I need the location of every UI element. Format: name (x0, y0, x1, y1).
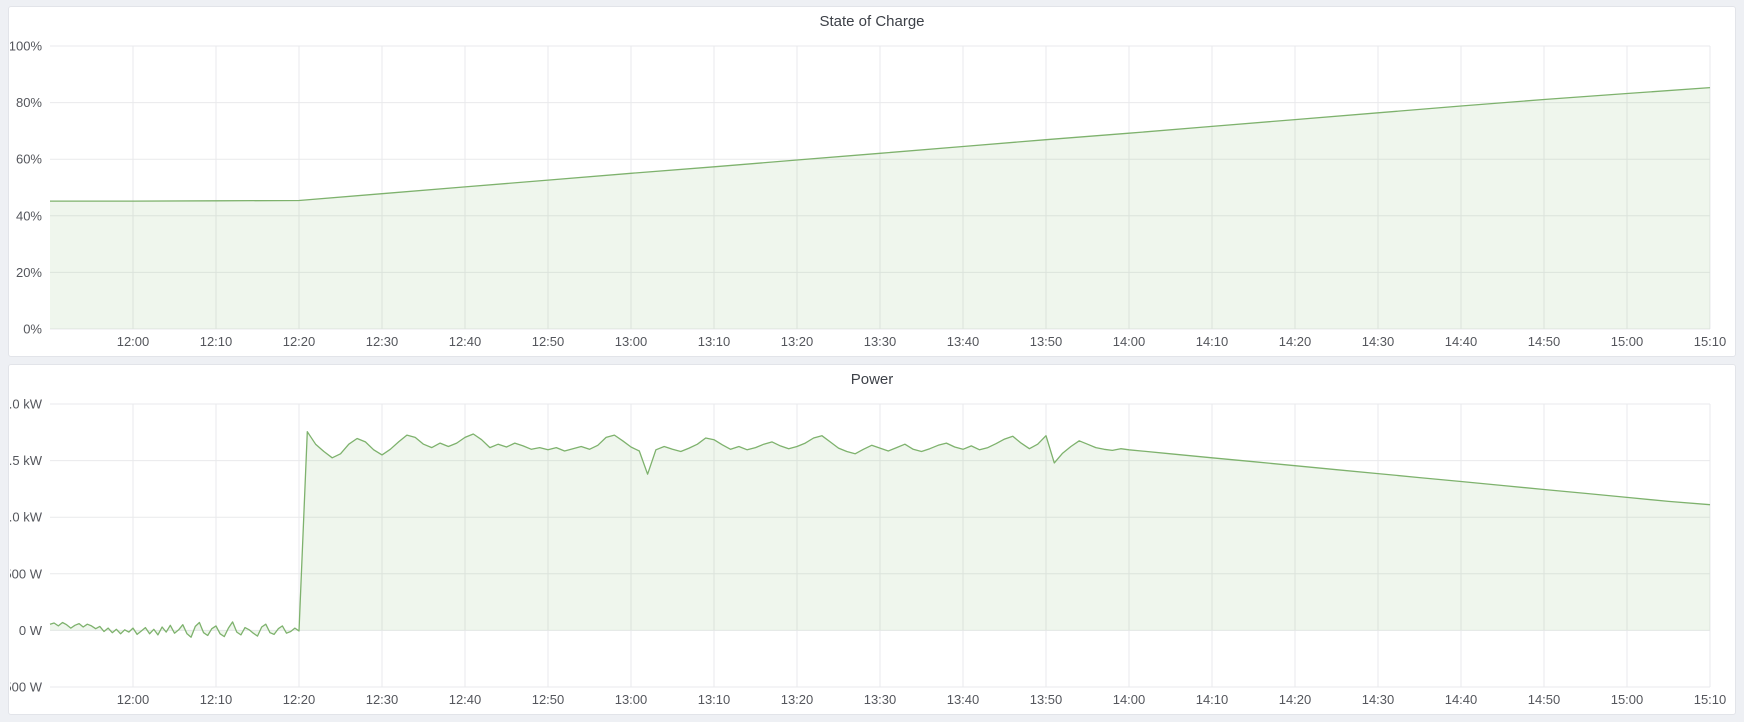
x-tick-label: 13:00 (615, 692, 648, 707)
panel-power: Power 12:00 12:10 12:20 12:30 12:40 12:50 13:0… (8, 364, 1736, 715)
x-tick-label: 15:10 (1694, 334, 1727, 349)
y-tick-label: 500 W (10, 566, 43, 581)
x-tick-label: 13:50 (1030, 334, 1063, 349)
series-line (49, 431, 1711, 638)
x-tick-label: 14:50 (1528, 334, 1561, 349)
x-tick-label: 12:40 (449, 692, 482, 707)
x-tick-label: 12:00 (117, 334, 150, 349)
x-tick-label: 15:00 (1611, 334, 1644, 349)
y-tick-label: 40% (16, 208, 42, 223)
panel-state-of-charge: State of Charge 12:00 12:10 12:20 12:30 12:4… (8, 6, 1736, 357)
x-tick-label: 12:20 (283, 334, 316, 349)
x-tick-label: 12:30 (366, 334, 399, 349)
x-tick-label: 14:40 (1445, 692, 1478, 707)
x-tick-label: 13:00 (615, 334, 648, 349)
y-tick-label: 0% (23, 322, 42, 337)
x-tick-label: 14:10 (1196, 334, 1229, 349)
y-tick-label: 2.0 kW (10, 397, 43, 412)
x-tick-label: 12:10 (200, 692, 233, 707)
y-tick-label: -500 W (10, 680, 43, 695)
x-tick-label: 14:20 (1279, 692, 1312, 707)
x-tick-label: 12:50 (532, 334, 565, 349)
x-tick-label: 14:40 (1445, 334, 1478, 349)
state-of-charge-chart[interactable]: 12:00 12:10 12:20 12:30 12:40 12:50 13:00 13:10… (10, 37, 1734, 356)
series-area (50, 431, 1710, 638)
x-tick-label: 12:30 (366, 692, 399, 707)
panel-title-state-of-charge[interactable]: State of Charge (819, 13, 925, 30)
x-tick-label: 15:10 (1694, 692, 1727, 707)
y-tick-label: 1.5 kW (10, 453, 43, 468)
x-tick-label: 12:00 (117, 692, 150, 707)
y-tick-label: 0 W (19, 623, 43, 638)
x-tick-label: 15:00 (1611, 692, 1644, 707)
x-tick-label: 14:30 (1362, 334, 1395, 349)
x-tick-label: 14:30 (1362, 692, 1395, 707)
x-tick-label: 14:00 (1113, 334, 1146, 349)
x-tick-label: 14:50 (1528, 692, 1561, 707)
x-tick-label: 13:40 (947, 692, 980, 707)
power-chart[interactable]: 12:00 12:10 12:20 12:30 12:40 12:50 13:00 13:10… (10, 395, 1734, 714)
y-tick-label: 20% (16, 265, 42, 280)
x-tick-label: 14:00 (1113, 692, 1146, 707)
x-tick-label: 14:10 (1196, 692, 1229, 707)
x-tick-label: 12:20 (283, 692, 316, 707)
x-tick-label: 13:50 (1030, 692, 1063, 707)
x-tick-label: 13:30 (864, 334, 897, 349)
panel-title-power[interactable]: Power (850, 371, 894, 388)
y-tick-label: 80% (16, 95, 42, 110)
x-tick-label: 12:10 (200, 334, 233, 349)
y-tick-label: 100% (10, 39, 42, 54)
x-tick-label: 12:40 (449, 334, 482, 349)
y-tick-label: 1.0 kW (10, 510, 43, 525)
x-tick-label: 12:50 (532, 692, 565, 707)
x-tick-label: 13:40 (947, 334, 980, 349)
y-tick-label: 60% (16, 152, 42, 167)
series-line (50, 86, 1711, 202)
x-tick-label: 13:20 (781, 692, 814, 707)
x-tick-label: 13:10 (698, 334, 731, 349)
x-tick-label: 13:10 (698, 692, 731, 707)
x-tick-label: 13:20 (781, 334, 814, 349)
x-tick-label: 14:20 (1279, 334, 1312, 349)
x-tick-label: 13:30 (864, 692, 897, 707)
series-area (50, 87, 1710, 329)
